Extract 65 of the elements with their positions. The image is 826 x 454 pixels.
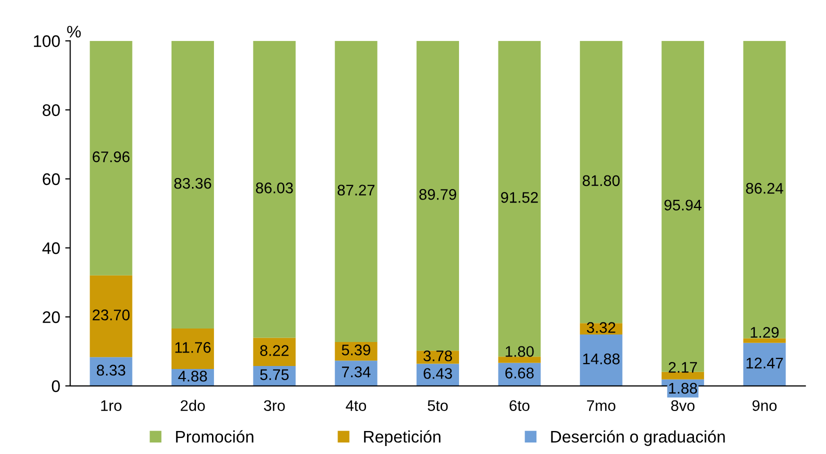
- x-tick-label: 1ro: [101, 400, 122, 412]
- data-label: 6.68: [505, 368, 534, 378]
- data-label: 1.80: [506, 346, 534, 357]
- y-tick-label: 0: [52, 380, 60, 392]
- data-label: 12.47: [746, 358, 783, 368]
- bar: [743, 342, 786, 386]
- data-label: 1.88: [669, 382, 698, 394]
- y-tick-label: 80: [42, 104, 60, 116]
- data-label: 6.43: [424, 368, 452, 379]
- x-tick-label: 7mo: [587, 400, 616, 412]
- bar: [90, 40, 132, 276]
- data-label: 1.29: [750, 326, 779, 338]
- data-label: 23.70: [92, 310, 130, 320]
- bar: [334, 40, 378, 342]
- legend-label: Promoción: [176, 430, 254, 443]
- x-tick-label: 8vo: [671, 400, 695, 412]
- data-label: 14.88: [583, 354, 620, 364]
- legend-label: Deserción o graduación: [551, 430, 725, 446]
- bar: [171, 40, 214, 328]
- data-label: 83.36: [174, 178, 212, 189]
- y-tick-label: 100: [34, 35, 60, 48]
- bar: [253, 40, 296, 338]
- bar: [498, 40, 541, 357]
- bar: [498, 356, 541, 363]
- data-label: 91.52: [501, 192, 538, 203]
- x-tick-label: 3ro: [264, 400, 285, 412]
- x-tick-label: 2do: [180, 400, 205, 412]
- bar: [580, 40, 622, 324]
- x-tick-label: 5to: [428, 400, 448, 412]
- data-label: 81.80: [582, 175, 620, 186]
- data-label: 11.76: [175, 342, 211, 353]
- bar: [90, 275, 132, 358]
- data-label: 3.78: [423, 350, 452, 362]
- data-label: 67.96: [92, 151, 130, 162]
- data-label: 4.88: [178, 370, 207, 382]
- data-label: 5.75: [260, 369, 289, 380]
- data-label: 5.39: [342, 344, 370, 356]
- data-label: 8.22: [260, 345, 289, 356]
- data-label: 95.94: [664, 200, 702, 211]
- data-label: 7.34: [342, 366, 371, 378]
- bar: [743, 338, 786, 343]
- data-label: 8.33: [96, 364, 126, 376]
- bar: [90, 357, 132, 386]
- data-label: 87.27: [338, 184, 374, 196]
- y-tick-label: 40: [42, 242, 60, 254]
- x-tick-label: 6to: [510, 400, 530, 412]
- data-label: 89.79: [419, 189, 456, 200]
- data-label: 2.17: [668, 362, 697, 373]
- y-tick-label: 20: [42, 311, 60, 324]
- data-label: 3.32: [586, 322, 616, 333]
- x-tick-label: 9no: [752, 400, 777, 412]
- y-axis-title: %: [67, 26, 81, 38]
- bar: [662, 40, 704, 372]
- x-tick-label: 4to: [346, 400, 366, 412]
- bar: [743, 40, 786, 338]
- data-label: 86.03: [256, 182, 293, 194]
- bar: [171, 328, 214, 370]
- data-label: 86.24: [746, 182, 784, 194]
- bar: [662, 372, 704, 380]
- bar: [253, 338, 296, 366]
- bar: [580, 334, 622, 386]
- bar: [416, 40, 460, 351]
- legend-label: Repetición: [364, 430, 440, 446]
- y-tick-label: 60: [42, 173, 60, 186]
- bar: [334, 360, 378, 386]
